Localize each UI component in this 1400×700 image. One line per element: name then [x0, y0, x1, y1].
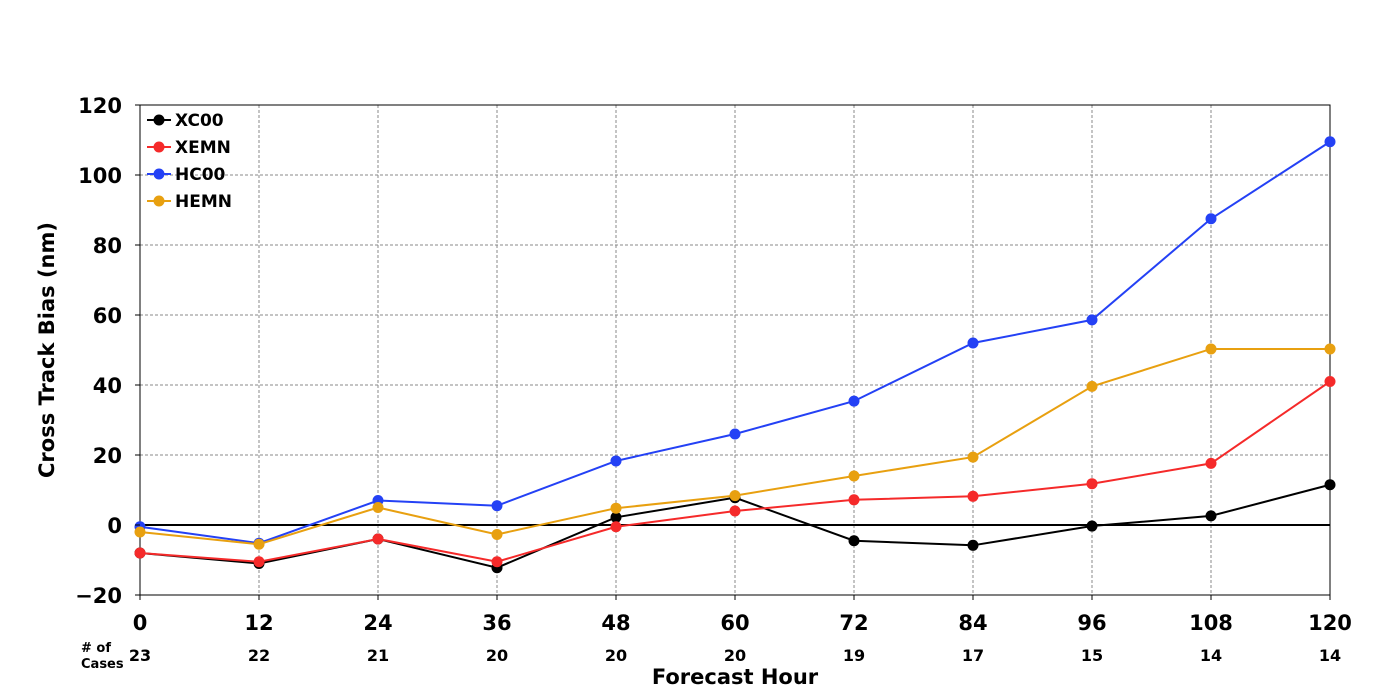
case-count: 20 [605, 646, 627, 665]
legend-swatch-marker [153, 195, 165, 207]
case-count: 14 [1319, 646, 1341, 665]
legend-label: HEMN [175, 192, 232, 212]
data-point [848, 494, 860, 506]
grid-lines [140, 105, 1330, 595]
y-tick-label: 60 [93, 304, 122, 328]
data-point [134, 526, 146, 538]
case-count: 14 [1200, 646, 1222, 665]
data-point [1324, 343, 1336, 355]
data-point [848, 535, 860, 547]
y-axis-ticks: −20 0 20 40 60 80 100 120 [75, 94, 140, 608]
data-point [967, 490, 979, 502]
data-point [1086, 314, 1098, 326]
case-count: 19 [843, 646, 865, 665]
x-tick-label: 72 [839, 611, 868, 635]
data-point [1324, 479, 1336, 491]
data-point [1205, 343, 1217, 355]
cases-label-line-2: Cases [81, 657, 124, 672]
x-axis-ticks: 0 12 24 36 48 60 72 84 96 108 120 [133, 595, 1352, 635]
y-tick-label: 100 [78, 164, 122, 188]
data-point [1086, 520, 1098, 532]
legend-label: XEMN [175, 138, 231, 158]
data-point [1324, 136, 1336, 148]
data-point [1086, 478, 1098, 490]
data-point [491, 500, 503, 512]
case-count: 17 [962, 646, 984, 665]
x-tick-label: 84 [958, 611, 987, 635]
data-point [491, 528, 503, 540]
legend-label: XC00 [175, 111, 224, 131]
data-point [967, 539, 979, 551]
case-count: 20 [724, 646, 746, 665]
x-axis-title: Forecast Hour [652, 665, 819, 689]
series-xemn [134, 376, 1336, 568]
data-point [610, 502, 622, 514]
legend-swatch-marker [153, 168, 165, 180]
x-tick-label: 96 [1077, 611, 1106, 635]
x-tick-label: 60 [720, 611, 749, 635]
y-tick-label: −20 [75, 584, 122, 608]
data-point [1324, 376, 1336, 387]
x-tick-label: 36 [482, 611, 511, 635]
case-count: 20 [486, 646, 508, 665]
data-point [610, 455, 622, 467]
legend-item-xc00: XC00 [147, 111, 224, 131]
series-layer [134, 136, 1336, 574]
y-tick-label: 20 [93, 444, 122, 468]
data-point [253, 538, 265, 550]
legend-item-hc00: HC00 [147, 165, 226, 185]
data-point [134, 547, 146, 559]
legend-label: HC00 [175, 165, 226, 185]
y-axis-title: Cross Track Bias (nm) [35, 222, 59, 478]
data-point [372, 533, 384, 545]
legend-item-xemn: XEMN [147, 138, 231, 158]
series-hemn [134, 343, 1336, 550]
data-point [967, 337, 979, 349]
x-tick-label: 12 [244, 611, 273, 635]
legend: XC00 XEMN HC00 HEMN [147, 111, 232, 212]
data-point [967, 451, 979, 463]
case-counts: 23 22 21 20 20 20 19 17 15 14 14 [129, 646, 1341, 665]
legend-item-hemn: HEMN [147, 192, 232, 212]
data-point [253, 556, 265, 568]
x-tick-label: 24 [363, 611, 392, 635]
data-point [1205, 510, 1217, 522]
data-point [610, 511, 622, 523]
data-point [848, 470, 860, 482]
x-tick-label: 0 [133, 611, 148, 635]
case-count: 21 [367, 646, 389, 665]
legend-swatch-marker [153, 114, 165, 126]
data-point [491, 556, 503, 568]
data-point [729, 490, 741, 502]
data-point [610, 521, 622, 533]
data-point [1205, 457, 1217, 469]
x-tick-label: 48 [601, 611, 630, 635]
data-point [1086, 380, 1098, 392]
data-point [848, 395, 860, 407]
data-point [372, 502, 384, 513]
data-point [729, 505, 741, 517]
legend-swatch-marker [153, 141, 165, 153]
case-count: 22 [248, 646, 270, 665]
data-point [1205, 213, 1217, 225]
x-tick-label: 108 [1189, 611, 1233, 635]
cases-label-line-1: # of [81, 641, 111, 656]
data-point [729, 428, 741, 440]
y-tick-label: 0 [107, 514, 122, 538]
y-tick-label: 120 [78, 94, 122, 118]
x-tick-label: 120 [1308, 611, 1352, 635]
case-count: 23 [129, 646, 151, 665]
y-tick-label: 40 [93, 374, 122, 398]
y-tick-label: 80 [93, 234, 122, 258]
case-count: 15 [1081, 646, 1103, 665]
